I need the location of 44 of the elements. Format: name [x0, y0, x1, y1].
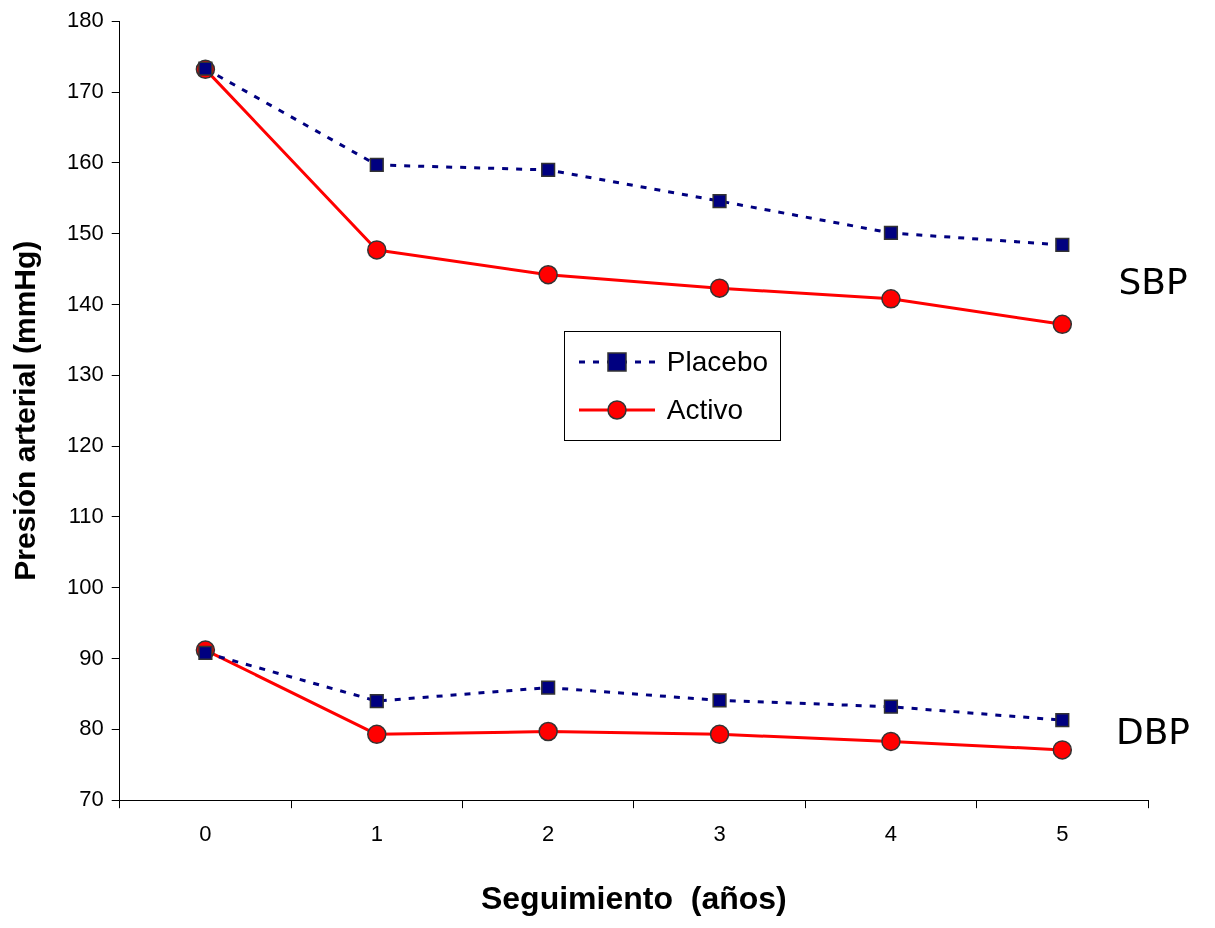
legend-label: Placebo — [666, 345, 769, 378]
y-tick-label: 130 — [66, 361, 104, 387]
y-tick-label: 70 — [79, 786, 104, 812]
annotation: DBP — [1115, 711, 1191, 753]
x-tick-label: 2 — [542, 821, 555, 847]
annotation: SBP — [1118, 261, 1188, 302]
point — [1052, 740, 1073, 760]
y-tick-label: 170 — [66, 78, 104, 104]
point — [883, 225, 899, 241]
x-tick-label: 5 — [1056, 821, 1069, 847]
x-axis-title: Seguimiento (años) — [480, 879, 787, 916]
point — [883, 699, 899, 714]
point — [538, 264, 558, 285]
x-tick-label: 3 — [713, 821, 726, 847]
y-tick-label: 100 — [66, 573, 104, 599]
point — [541, 162, 556, 178]
point — [712, 193, 727, 209]
x-tick-label: 0 — [199, 821, 212, 847]
x-tick-label: 4 — [884, 821, 898, 847]
y-tick-label: 80 — [79, 715, 104, 741]
point — [367, 724, 387, 745]
point — [881, 289, 901, 309]
y-tick-label: 90 — [79, 644, 104, 670]
x-tick-label: 1 — [370, 821, 383, 847]
point — [369, 693, 384, 709]
point — [709, 724, 730, 745]
legend-label: Activo — [666, 393, 744, 426]
y-tick-label: 150 — [66, 219, 104, 245]
y-tick-label: 140 — [66, 290, 104, 316]
y-tick-label: 110 — [68, 502, 104, 528]
point — [369, 157, 384, 173]
point — [367, 240, 387, 260]
point — [1052, 314, 1073, 335]
point — [538, 721, 558, 742]
y-tick-label: 180 — [66, 7, 104, 33]
point — [712, 693, 727, 708]
y-tick-label: 160 — [66, 148, 104, 174]
point — [541, 680, 556, 695]
y-axis-title: Presión arterial (mmHg) — [8, 240, 42, 581]
point — [1055, 713, 1070, 728]
point — [881, 731, 901, 752]
point — [709, 278, 730, 298]
point — [1055, 237, 1070, 253]
y-tick-label: 120 — [66, 432, 104, 458]
